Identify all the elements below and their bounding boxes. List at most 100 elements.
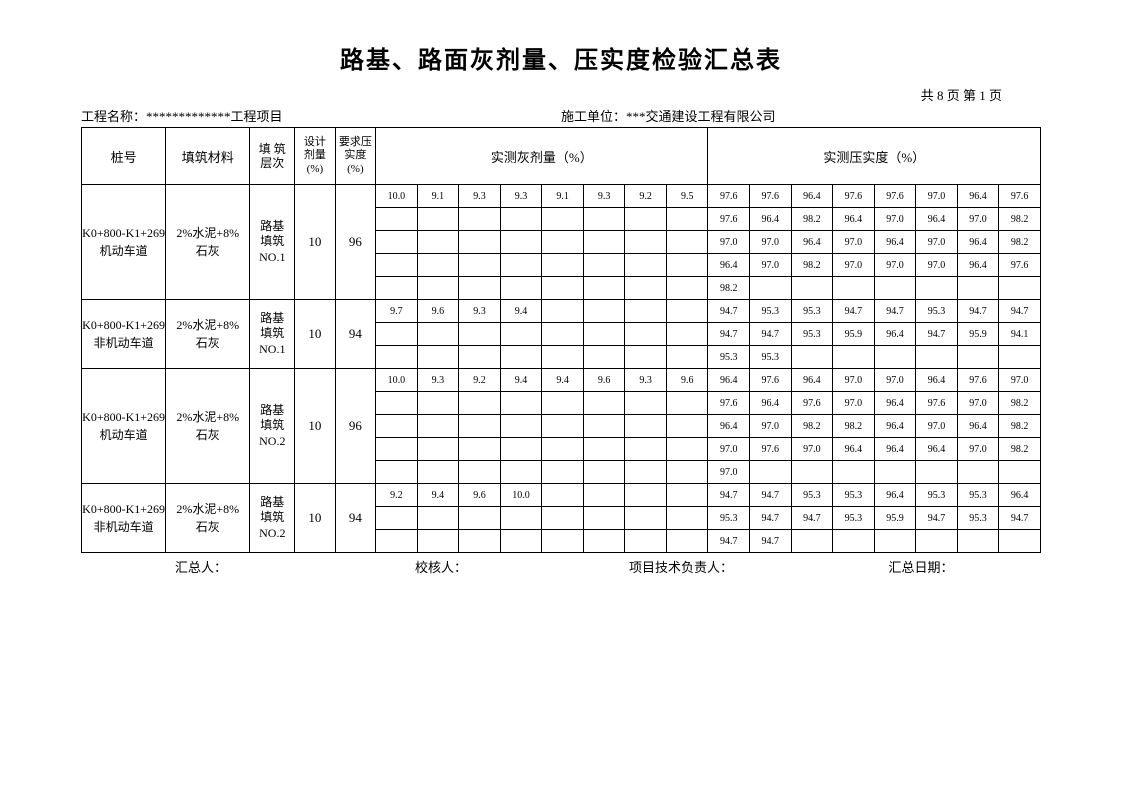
cell-req: 94: [335, 484, 375, 553]
cell-comp: 96.4: [874, 231, 916, 254]
cell-gray: [459, 507, 501, 530]
cell-gray: [625, 438, 667, 461]
cell-gray: [583, 392, 625, 415]
cell-gray: [583, 438, 625, 461]
cell-gray: [376, 254, 418, 277]
th-material: 填筑材料: [166, 128, 250, 185]
cell-gray: [500, 392, 542, 415]
cell-gray: [417, 231, 459, 254]
cell-comp: 97.0: [999, 369, 1041, 392]
cell-comp: 94.7: [750, 323, 792, 346]
cell-gray: [417, 438, 459, 461]
cell-comp: 97.6: [874, 185, 916, 208]
cell-comp: [874, 530, 916, 553]
cell-gray: [666, 346, 708, 369]
cell-comp: 97.0: [708, 461, 750, 484]
paging-text: 共 8 页 第 1 页: [60, 85, 1002, 104]
cell-gray: 9.3: [459, 300, 501, 323]
cell-comp: [916, 346, 958, 369]
cell-comp: 97.6: [957, 369, 999, 392]
cell-comp: 97.0: [750, 254, 792, 277]
cell-comp: [957, 461, 999, 484]
info-row: 工程名称：*************工程项目 施工单位：***交通建设工程有限公…: [81, 106, 1041, 125]
cell-gray: 9.6: [417, 300, 459, 323]
cell-comp: 95.3: [957, 484, 999, 507]
cell-comp: 96.4: [791, 369, 833, 392]
cell-comp: 97.6: [833, 185, 875, 208]
cell-gray: 9.4: [417, 484, 459, 507]
cell-gray: [417, 208, 459, 231]
cell-layer: 路基 填筑 NO.2: [250, 369, 295, 484]
cell-comp: 97.6: [791, 392, 833, 415]
cell-comp: 94.7: [916, 323, 958, 346]
cell-gray: [459, 461, 501, 484]
cell-comp: 97.6: [750, 438, 792, 461]
footer-tech: 项目技术负责人：: [561, 557, 801, 576]
cell-comp: 96.4: [957, 254, 999, 277]
cell-design: 10: [295, 185, 335, 300]
cell-gray: [583, 323, 625, 346]
table-row: K0+800-K1+269 机动车道2%水泥+8% 石灰路基 填筑 NO.210…: [82, 369, 1041, 392]
cell-gray: 9.3: [583, 185, 625, 208]
cell-comp: [874, 277, 916, 300]
cell-comp: [999, 346, 1041, 369]
cell-comp: [833, 530, 875, 553]
cell-gray: [417, 392, 459, 415]
cell-gray: [542, 392, 584, 415]
cell-comp: 96.4: [874, 415, 916, 438]
cell-comp: 97.0: [874, 369, 916, 392]
cell-comp: 96.4: [874, 392, 916, 415]
unit-value: ***交通建设工程有限公司: [626, 109, 776, 124]
unit-label: 施工单位：: [561, 109, 626, 124]
th-design: 设计 剂量 (%): [295, 128, 335, 185]
cell-pile: K0+800-K1+269 机动车道: [82, 369, 166, 484]
cell-comp: 97.0: [833, 392, 875, 415]
cell-gray: [459, 530, 501, 553]
cell-pile: K0+800-K1+269 非机动车道: [82, 300, 166, 369]
cell-gray: [500, 277, 542, 300]
cell-comp: 94.7: [708, 323, 750, 346]
cell-gray: [459, 231, 501, 254]
cell-comp: 97.0: [957, 392, 999, 415]
cell-gray: [500, 415, 542, 438]
cell-comp: [916, 461, 958, 484]
cell-comp: [957, 346, 999, 369]
cell-gray: [542, 438, 584, 461]
th-layer: 填 筑 层次: [250, 128, 295, 185]
cell-comp: 96.4: [833, 438, 875, 461]
cell-gray: 9.6: [583, 369, 625, 392]
cell-gray: [542, 484, 584, 507]
cell-comp: 94.7: [708, 530, 750, 553]
cell-comp: 97.0: [874, 254, 916, 277]
cell-material: 2%水泥+8% 石灰: [166, 484, 250, 553]
cell-gray: [542, 530, 584, 553]
cell-comp: 97.0: [708, 231, 750, 254]
cell-comp: [874, 346, 916, 369]
cell-gray: [666, 392, 708, 415]
cell-design: 10: [295, 369, 335, 484]
cell-comp: [791, 346, 833, 369]
cell-material: 2%水泥+8% 石灰: [166, 300, 250, 369]
cell-comp: 95.3: [791, 300, 833, 323]
cell-gray: [666, 507, 708, 530]
cell-gray: [583, 254, 625, 277]
cell-layer: 路基 填筑 NO.1: [250, 300, 295, 369]
cell-comp: 95.9: [833, 323, 875, 346]
cell-comp: 98.2: [791, 254, 833, 277]
cell-gray: [376, 208, 418, 231]
cell-gray: [583, 484, 625, 507]
cell-comp: [833, 461, 875, 484]
cell-comp: 96.4: [874, 323, 916, 346]
cell-gray: [583, 231, 625, 254]
cell-gray: [625, 392, 667, 415]
cell-comp: 98.2: [708, 277, 750, 300]
cell-comp: 98.2: [999, 208, 1041, 231]
cell-comp: 97.6: [708, 185, 750, 208]
table-row: K0+800-K1+269 机动车道2%水泥+8% 石灰路基 填筑 NO.110…: [82, 185, 1041, 208]
cell-gray: [666, 231, 708, 254]
th-comp: 实测压实度（%）: [708, 128, 1041, 185]
cell-gray: [625, 461, 667, 484]
cell-comp: 96.4: [999, 484, 1041, 507]
cell-comp: 97.0: [916, 185, 958, 208]
cell-comp: 94.7: [750, 484, 792, 507]
